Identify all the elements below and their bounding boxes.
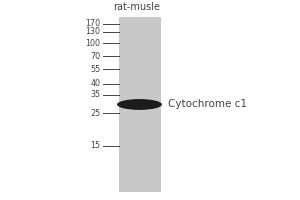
Text: 100: 100 (85, 39, 100, 48)
Text: 130: 130 (85, 27, 100, 36)
Text: 55: 55 (90, 65, 100, 74)
Text: 70: 70 (90, 52, 100, 61)
Text: 40: 40 (91, 79, 100, 88)
Text: rat-musle: rat-musle (113, 2, 160, 12)
Ellipse shape (117, 99, 162, 110)
Text: 15: 15 (90, 141, 100, 150)
Text: Cytochrome c1: Cytochrome c1 (168, 99, 247, 109)
Text: 25: 25 (90, 109, 100, 118)
Text: 35: 35 (90, 90, 100, 99)
Text: 170: 170 (85, 19, 100, 28)
Bar (118, 17, 160, 192)
